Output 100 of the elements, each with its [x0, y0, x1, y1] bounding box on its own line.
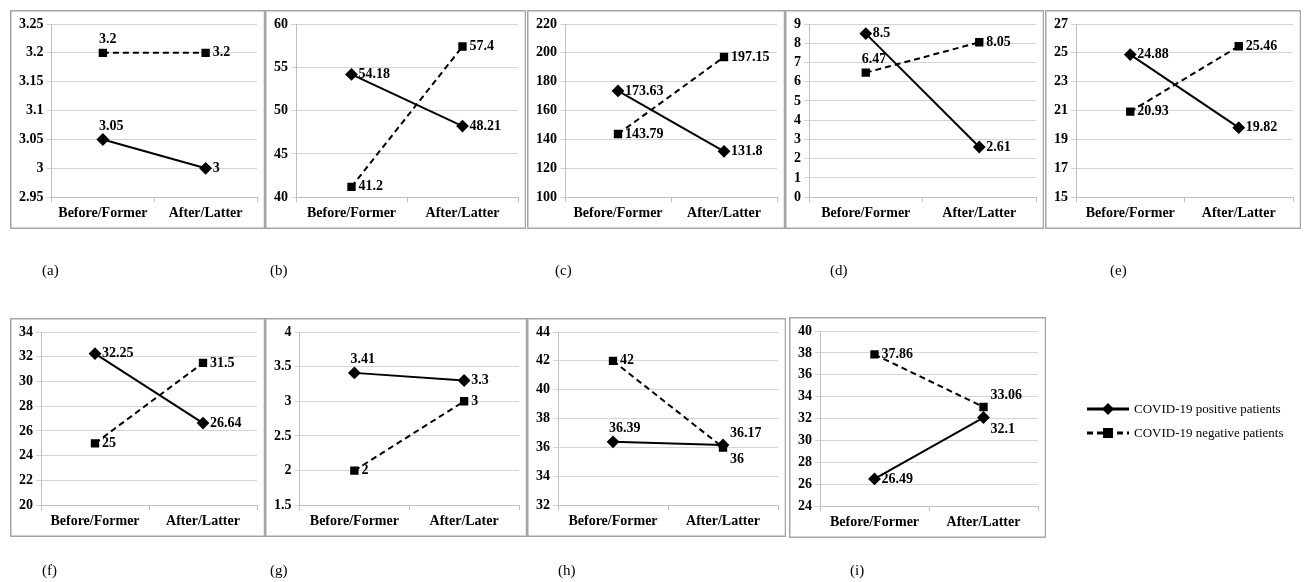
x-tick-label: Before/Former	[821, 205, 911, 221]
y-tick-label: 45	[274, 145, 288, 161]
data-label: 25	[102, 434, 116, 450]
y-tick-label: 22	[19, 472, 33, 488]
y-tick-label: 50	[274, 102, 288, 118]
y-tick-label: 24	[19, 447, 33, 463]
x-tick-label: After/Later	[429, 513, 499, 529]
data-label: 32.1	[990, 421, 1015, 437]
text: (d)	[830, 262, 848, 279]
y-tick-label: 3.25	[19, 15, 44, 31]
y-tick-label: 36	[798, 366, 812, 382]
y-tick-label: 4	[284, 323, 292, 339]
y-tick-label: 3.05	[19, 131, 44, 147]
y-tick-label: 1.5	[274, 496, 292, 512]
y-tick-label: 2	[284, 462, 292, 478]
y-tick-label: 3	[794, 131, 801, 147]
data-label: 57.4	[469, 38, 494, 54]
y-tick-label: 42	[536, 352, 550, 368]
text: (b)	[270, 262, 288, 279]
y-tick-label: 4	[794, 111, 801, 127]
data-label: 3.41	[350, 351, 375, 367]
y-tick-label: 34	[798, 388, 812, 404]
y-tick-label: 1	[794, 169, 801, 185]
y-tick-label: 40	[274, 188, 288, 204]
y-tick-label: 60	[274, 15, 288, 31]
text: (h)	[558, 562, 576, 579]
data-label: 41.2	[358, 178, 383, 194]
y-tick-label: 28	[19, 397, 33, 413]
data-label: 48.21	[469, 117, 501, 133]
y-tick-label: 19	[1054, 131, 1068, 147]
data-label: 32.25	[102, 345, 134, 361]
y-tick-label: 40	[798, 322, 812, 338]
y-tick-label: 17	[1054, 159, 1068, 175]
y-tick-label: 2.95	[19, 188, 44, 204]
y-tick-label: 32	[19, 348, 33, 364]
text: (c)	[555, 262, 572, 279]
data-label: 143.79	[625, 125, 664, 141]
legend-label: COVID-19 positive patients	[1134, 401, 1281, 417]
y-tick-label: 38	[536, 410, 550, 426]
y-tick-label: 100	[536, 188, 557, 204]
x-tick-label: Before/Former	[829, 514, 920, 530]
data-label: 37.86	[881, 346, 913, 362]
y-tick-label: 38	[798, 344, 812, 360]
data-label: 20.93	[1137, 103, 1169, 119]
y-tick-label: 0	[794, 188, 801, 204]
data-label: 26.64	[210, 414, 242, 430]
y-tick-label: 28	[798, 454, 812, 470]
y-tick-label: 30	[798, 432, 812, 448]
y-tick-label: 36	[536, 439, 550, 455]
y-tick-label: 32	[798, 410, 812, 426]
text: (i)	[850, 562, 865, 579]
y-tick-label: 26	[798, 475, 812, 491]
y-tick-label: 160	[536, 102, 557, 118]
y-tick-label: 20	[19, 496, 33, 512]
y-tick-label: 2	[794, 150, 801, 166]
data-label: 3.05	[98, 118, 124, 134]
y-tick-label: 44	[536, 323, 550, 339]
y-tick-label: 32	[536, 496, 550, 512]
x-tick-label: Before/Former	[306, 205, 397, 221]
x-tick-label: Before/Former	[58, 205, 148, 221]
data-label: 36.39	[609, 420, 641, 436]
x-tick-label: After/Latter	[1201, 205, 1276, 221]
x-tick-label: After/Latter	[168, 205, 243, 221]
data-label: 3	[212, 159, 220, 175]
data-label: 3.2	[98, 31, 117, 47]
data-label: 173.63	[625, 82, 664, 98]
y-tick-label: 24	[798, 497, 812, 513]
y-tick-label: 30	[19, 373, 33, 389]
y-tick-label: 23	[1054, 73, 1068, 89]
text: (g)	[270, 562, 288, 579]
data-label: 3.2	[212, 44, 231, 60]
data-label: 36.17	[730, 424, 762, 440]
data-label: 8.5	[872, 25, 891, 41]
x-tick-label: After/Latter	[425, 205, 500, 221]
data-label: 54.18	[358, 66, 390, 82]
y-tick-label: 3.5	[274, 358, 292, 374]
y-tick-label: 3.2	[26, 44, 44, 60]
data-label: 25.46	[1245, 37, 1278, 53]
x-tick-label: Before/Former	[1085, 205, 1175, 221]
y-tick-label: 25	[1054, 44, 1068, 60]
y-tick-label: 120	[536, 159, 557, 175]
y-tick-label: 55	[274, 58, 288, 74]
data-label: 8.05	[986, 33, 1011, 49]
y-tick-label: 6	[794, 73, 801, 89]
data-label: 24.88	[1137, 46, 1169, 62]
y-tick-label: 5	[794, 92, 801, 108]
data-label: 42	[620, 352, 634, 368]
data-label: 19.82	[1245, 119, 1278, 135]
data-label: 31.5	[210, 354, 235, 370]
legend-label: COVID-19 negative patients	[1134, 425, 1284, 441]
y-tick-label: 15	[1054, 188, 1068, 204]
x-tick-label: After/Latter	[686, 513, 760, 529]
y-tick-label: 2.5	[274, 427, 292, 443]
y-tick-label: 34	[19, 323, 33, 339]
x-tick-label: After/Latter	[946, 514, 1021, 530]
x-tick-label: After/Latter	[166, 513, 240, 529]
y-tick-label: 21	[1054, 102, 1068, 118]
data-label: 3	[471, 392, 479, 408]
y-tick-label: 27	[1054, 15, 1068, 31]
y-tick-label: 8	[794, 34, 801, 50]
